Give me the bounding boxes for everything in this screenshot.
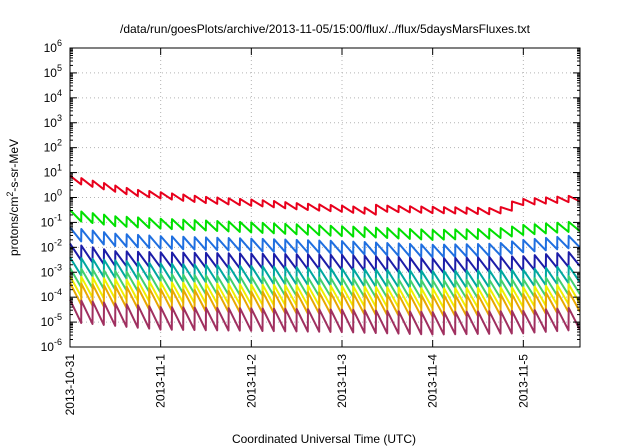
series-line-5 bbox=[69, 256, 581, 290]
y-axis-label: protons/cm2-s-sr-MeV bbox=[5, 139, 21, 256]
y-tick-label: 10-2 bbox=[41, 237, 62, 254]
y-tick-label: 104 bbox=[44, 88, 62, 105]
x-tick-label: 2013-11-5 bbox=[516, 354, 530, 408]
y-tick-label: 10-3 bbox=[41, 262, 62, 279]
y-tick-label: 10-4 bbox=[41, 287, 62, 304]
x-axis: 2013-10-31 2013-11-1 2013-11-2 2013-11-3 201… bbox=[63, 48, 530, 415]
x-tick-label: 2013-11-3 bbox=[335, 354, 349, 408]
series-line-2 bbox=[69, 209, 581, 241]
x-axis-label: Coordinated Universal Time (UTC) bbox=[232, 432, 416, 446]
series-line-9 bbox=[69, 299, 581, 336]
chart-title: /data/run/goesPlots/archive/2013-11-05/1… bbox=[120, 22, 531, 36]
y-tick-label: 102 bbox=[44, 138, 62, 155]
series-layer bbox=[69, 174, 581, 336]
x-tick-label: 2013-10-31 bbox=[63, 354, 77, 416]
x-tick-label: 2013-11-1 bbox=[154, 354, 168, 408]
series-line-6 bbox=[69, 267, 581, 300]
series-line-8 bbox=[69, 282, 581, 318]
series-line-1 bbox=[69, 174, 581, 216]
y-tick-label: 10-1 bbox=[41, 212, 62, 229]
y-tick-label: 106 bbox=[44, 38, 62, 55]
y-tick-label: 100 bbox=[44, 188, 62, 205]
y-tick-label: 10-5 bbox=[41, 312, 62, 329]
y-tick-label: 10-6 bbox=[41, 337, 62, 354]
y-axis: 106 105 104 103 102 101 100 10-1 10-2 10-3 10-4 10-… bbox=[41, 38, 580, 354]
series-line-4 bbox=[69, 243, 581, 275]
y-tick-label: 105 bbox=[44, 63, 62, 80]
y-tick-label: 103 bbox=[44, 113, 62, 130]
series-line-3 bbox=[69, 226, 581, 259]
series-line-7 bbox=[69, 275, 581, 310]
x-tick-label: 2013-11-2 bbox=[244, 354, 258, 408]
y-tick-label: 101 bbox=[44, 163, 62, 180]
x-tick-label: 2013-11-4 bbox=[426, 354, 440, 408]
